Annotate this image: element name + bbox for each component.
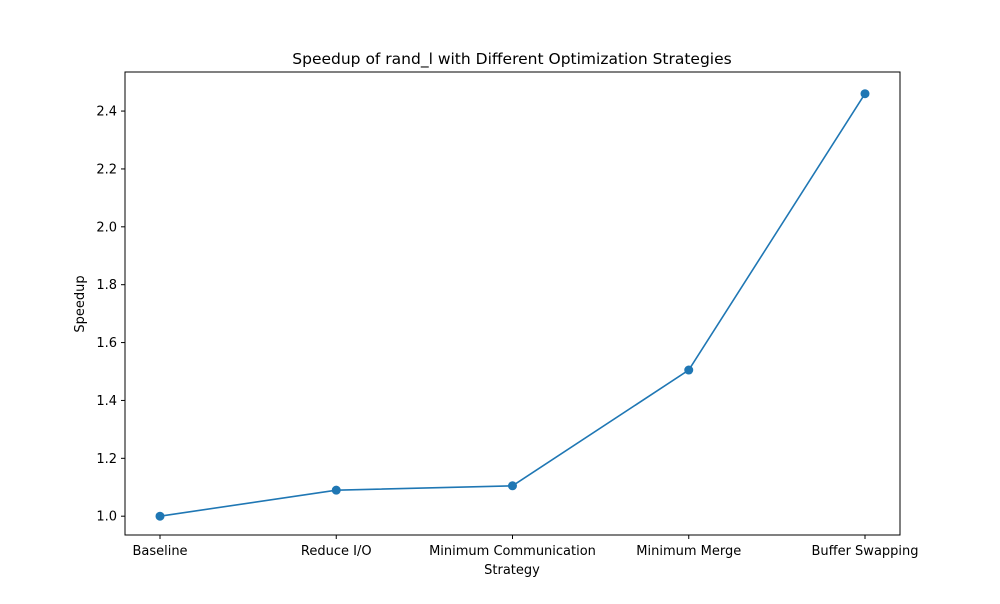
y-tick-label: 1.2 bbox=[96, 452, 117, 467]
x-tick-label: Buffer Swapping bbox=[811, 544, 918, 559]
y-tick-label: 1.4 bbox=[96, 394, 117, 409]
x-axis-label: Strategy bbox=[484, 563, 540, 578]
data-point bbox=[684, 365, 694, 375]
x-axis-ticks: Baseline Reduce I/O Minimum Communication M… bbox=[132, 535, 919, 559]
data-point bbox=[331, 485, 341, 495]
chart-title: Speedup of rand_l with Different Optimiz… bbox=[292, 50, 731, 69]
x-tick-label: Baseline bbox=[132, 544, 187, 559]
y-tick-label: 1.0 bbox=[96, 510, 117, 525]
y-tick-label: 1.6 bbox=[96, 336, 117, 351]
y-tick-label: 2.0 bbox=[96, 220, 117, 235]
y-tick-label: 2.2 bbox=[96, 162, 117, 177]
y-axis-ticks: 1.0 1.2 1.4 1.6 1.8 2.0 2.2 2.4 bbox=[96, 105, 125, 525]
series-layer bbox=[155, 89, 870, 521]
y-tick-label: 1.8 bbox=[96, 278, 117, 293]
x-tick-label: Reduce I/O bbox=[301, 544, 372, 559]
plot-frame bbox=[124, 71, 901, 536]
y-tick-label: 2.4 bbox=[96, 105, 117, 120]
y-axis-label: Speedup bbox=[73, 275, 88, 332]
x-tick-label: Minimum Communication bbox=[429, 544, 596, 559]
data-point bbox=[860, 89, 870, 99]
data-point bbox=[508, 481, 517, 491]
data-point bbox=[155, 511, 165, 521]
x-tick-label: Minimum Merge bbox=[636, 544, 741, 559]
